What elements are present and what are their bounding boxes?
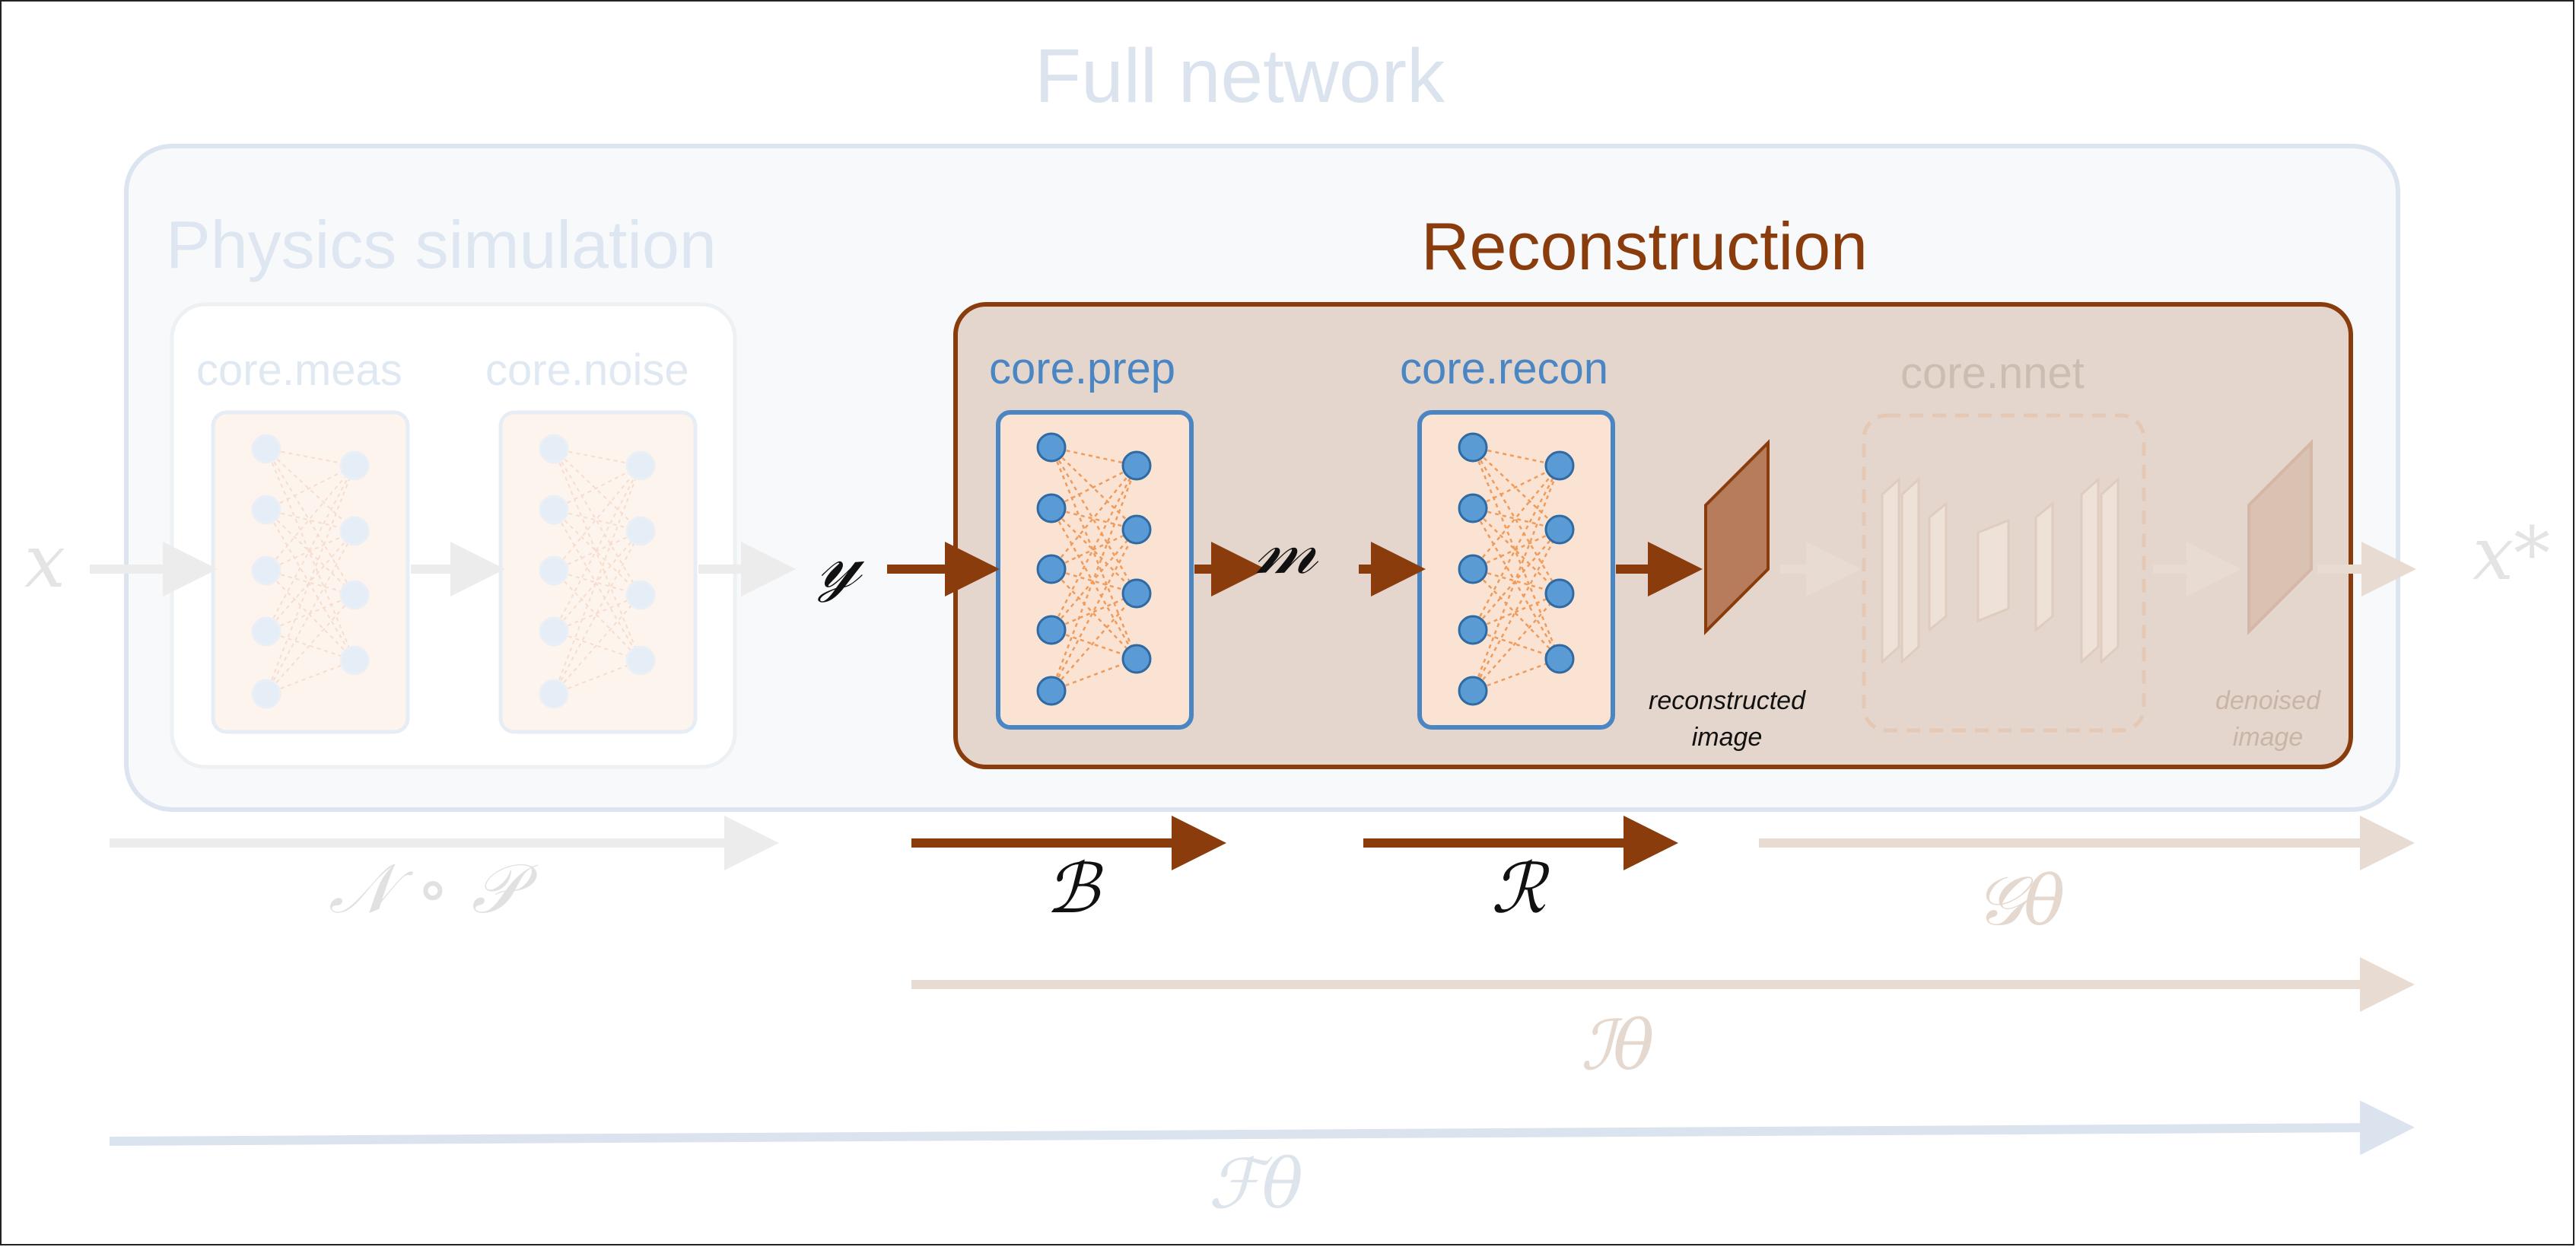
operator-b: ℬ (1045, 849, 1099, 929)
denoised-image-plane (2247, 439, 2313, 635)
nnet-box (1862, 413, 2146, 733)
reconstructed-image-label: reconstructed image (1649, 686, 1805, 752)
reconstructed-image-plane (1704, 439, 1770, 635)
meas-net (211, 410, 410, 734)
reconstruction-title: Reconstruction (1421, 208, 1868, 284)
recon-net (1417, 410, 1615, 730)
span-f (109, 1100, 2415, 1156)
physics-simulation-title: Physics simulation (166, 207, 717, 282)
operator-r: ℛ (1491, 849, 1546, 929)
noise-net (498, 410, 698, 734)
operator-f: ℱθ (1208, 1144, 1303, 1224)
module-meas-label: core.meas (196, 345, 402, 395)
operator-g: 𝒢θ (1975, 861, 2066, 941)
reconstruction-box (953, 302, 2353, 769)
operator-np: 𝒩 ∘ 𝒫 (329, 849, 521, 929)
operator-i: ℐθ (1581, 1006, 1655, 1086)
prep-net (996, 410, 1194, 730)
variable-m: 𝓂 (1255, 505, 1318, 590)
full-network-title: Full network (1035, 33, 1445, 119)
module-recon-label: core.recon (1400, 344, 1609, 393)
variable-x-star: x* (2473, 511, 2551, 596)
denoised-image-label: denoised image (2215, 686, 2320, 752)
variable-y: 𝓎 (819, 519, 861, 604)
module-noise-label: core.noise (485, 345, 689, 395)
variable-x: x (24, 519, 66, 604)
module-nnet-label: core.nnet (1900, 348, 2085, 398)
module-prep-label: core.prep (989, 344, 1176, 393)
